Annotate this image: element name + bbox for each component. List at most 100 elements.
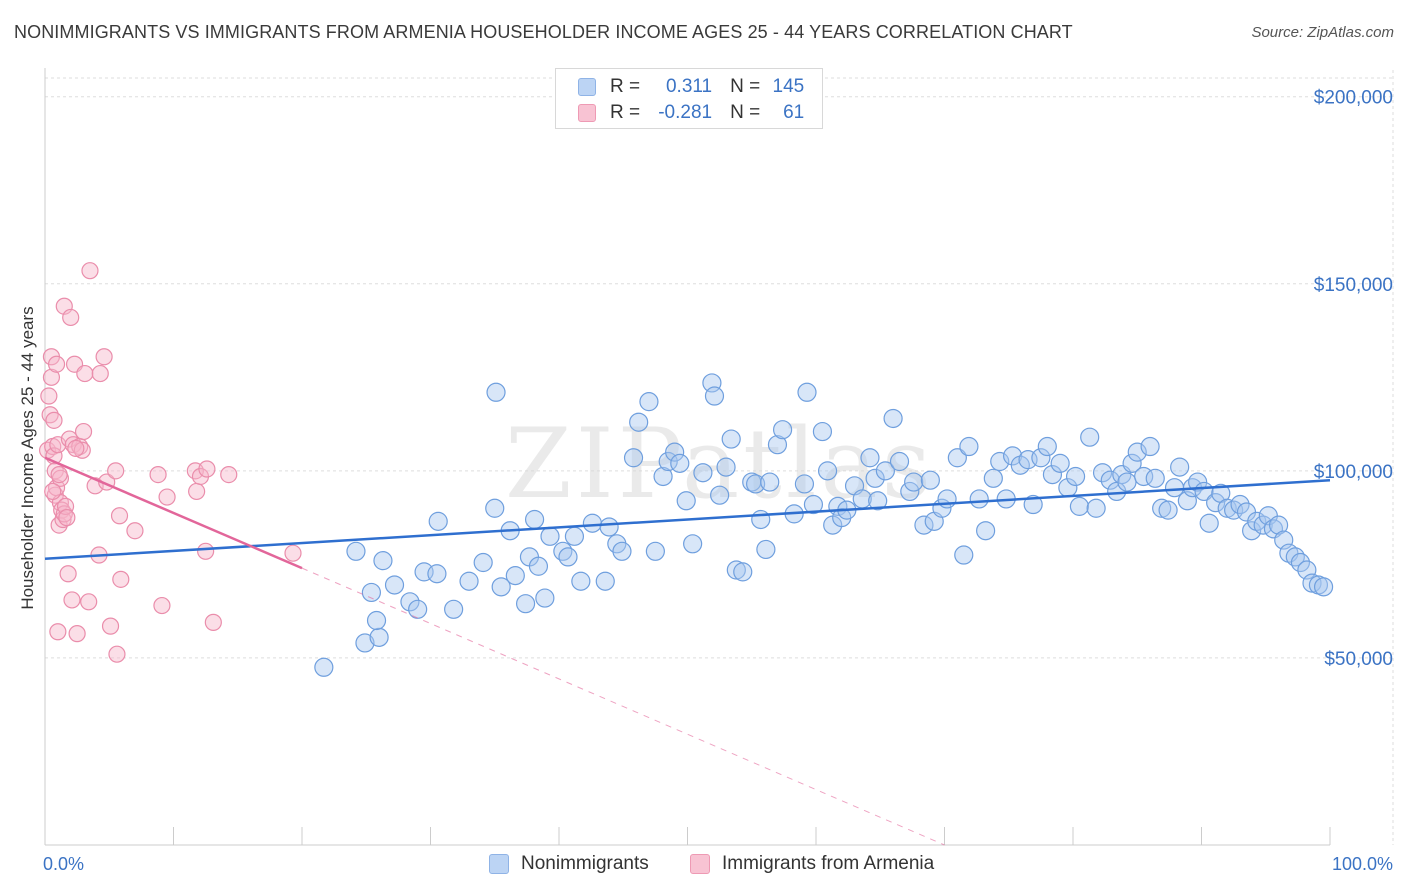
legend-label-nonimmigrants: Nonimmigrants (521, 853, 649, 874)
nonimmigrant-point (665, 442, 685, 462)
immigrant-point (44, 482, 62, 501)
nonimmigrant-point (1086, 498, 1106, 518)
immigrant-point (107, 462, 125, 480)
legend-item-immigrants[interactable]: Immigrants from Armenia (690, 853, 934, 875)
legend-swatch-immigrants (690, 854, 710, 874)
nonimmigrant-point (954, 545, 974, 565)
immigrant-point (42, 368, 61, 386)
nonimmigrant-point (515, 594, 536, 614)
immigrant-point (62, 308, 80, 327)
nonimmigrant-point (772, 420, 793, 440)
nonimmigrant-point (721, 429, 741, 449)
nonimmigrant-point (746, 474, 766, 494)
nonimmigrant-point (812, 421, 833, 442)
legend-n-label: N = (730, 102, 761, 123)
nonimmigrant-point (1100, 470, 1120, 490)
immigrant-point (126, 522, 144, 540)
nonimmigrant-point (444, 599, 464, 619)
immigrant-point (198, 460, 216, 478)
nonimmigrant-point (459, 571, 479, 591)
trend-lines (44, 456, 1331, 846)
nonimmigrant-point (1031, 448, 1051, 468)
immigrant-point (149, 465, 167, 484)
nonimmigrant-point (346, 541, 366, 561)
y-tick-label: $150,000 (1314, 275, 1393, 296)
nonimmigrant-point (914, 515, 934, 535)
legend-r-value: -0.281 (658, 102, 713, 123)
nonimmigrant-point (1092, 463, 1113, 483)
nonimmigrant-point (1242, 521, 1262, 541)
y-tick-label: $200,000 (1314, 88, 1393, 109)
immigrant-point (188, 482, 206, 501)
nonimmigrant-point (1268, 515, 1289, 535)
immigrant-point (74, 422, 93, 441)
nonimmigrant-point (485, 498, 505, 518)
nonimmigrant-point (676, 491, 696, 511)
axis-layer (44, 68, 1331, 846)
nonimmigrant-point (639, 392, 659, 412)
nonimmigrant-point (760, 472, 780, 492)
nonimmigrant-point (595, 571, 615, 591)
legend-r-label: R = (610, 102, 641, 123)
immigrant-point (59, 565, 77, 583)
y-tick-label: $100,000 (1314, 462, 1393, 483)
nonimmigrant-point (704, 386, 725, 406)
nonimmigrant-point (408, 599, 428, 619)
immigrant-point (110, 507, 129, 525)
nonimmigrant-point (612, 541, 632, 561)
chart-source: Source: ZipAtlas.com (1251, 24, 1394, 41)
nonimmigrant-point (904, 472, 924, 492)
x-tick-label: 0.0% (43, 854, 84, 874)
y-tick-labels: $50,000 $100,000 $150,000 $200,000 (1314, 88, 1393, 670)
immigrant-point (68, 625, 86, 643)
legend-swatch-immigrants (578, 104, 596, 122)
legend-row-immigrants: R = -0.281 N = 61 (578, 101, 804, 125)
immigrant-point (47, 355, 66, 373)
immigrant-point (80, 593, 98, 611)
nonimmigrant-point (645, 541, 665, 561)
nonimmigrant-point (947, 448, 967, 468)
legend-item-nonimmigrants[interactable]: Nonimmigrants (489, 853, 649, 875)
nonimmigrant-point (540, 526, 560, 546)
nonimmigrant-point (883, 408, 903, 429)
nonimmigrant-point (369, 627, 389, 647)
nonimmigrant-point (564, 526, 585, 546)
nonimmigrant-point (428, 511, 448, 531)
immigrant-point (101, 617, 120, 635)
nonimmigrant-point (535, 588, 555, 608)
immigrant-point (158, 488, 176, 506)
chart-title: NONIMMIGRANTS VS IMMIGRANTS FROM ARMENIA… (14, 22, 1073, 42)
nonimmigrant-point (1037, 436, 1057, 457)
nonimmigrant-point (1170, 457, 1190, 477)
nonimmigrant-point (582, 513, 603, 533)
nonimmigrant-point (558, 547, 578, 567)
nonimmigrant-point (969, 489, 989, 509)
nonimmigrant-point (384, 575, 405, 595)
nonimmigrant-point (1206, 493, 1226, 513)
nonimmigrant-point (1285, 547, 1305, 567)
immigrant-point (284, 544, 302, 562)
immigrant-point (197, 542, 215, 560)
nonimmigrant-point (505, 566, 525, 586)
nonimmigrant-point (361, 582, 381, 603)
nonimmigrant-point (803, 494, 824, 515)
immigrant-point (91, 364, 109, 383)
nonimmigrant-point (524, 509, 545, 530)
nonimmigrant-point (473, 552, 493, 573)
legend-r-value: 0.311 (665, 76, 713, 97)
immigrant-point (67, 439, 85, 458)
nonimmigrant-point (486, 382, 506, 402)
nonimmigrant-point (623, 448, 644, 468)
nonimmigrant-point (959, 436, 979, 457)
immigrants-trend-line (44, 456, 303, 570)
nonimmigrant-point (875, 461, 895, 481)
nonimmigrant-point (553, 541, 573, 561)
nonimmigrant-point (865, 468, 885, 488)
nonimmigrant-point (1253, 515, 1273, 535)
y-tick-label: $50,000 (1324, 649, 1393, 670)
nonimmigrant-point (1050, 453, 1070, 473)
immigrants-points (38, 262, 302, 663)
nonimmigrant-point (1188, 472, 1208, 492)
nonimmigrant-point (1117, 472, 1137, 492)
